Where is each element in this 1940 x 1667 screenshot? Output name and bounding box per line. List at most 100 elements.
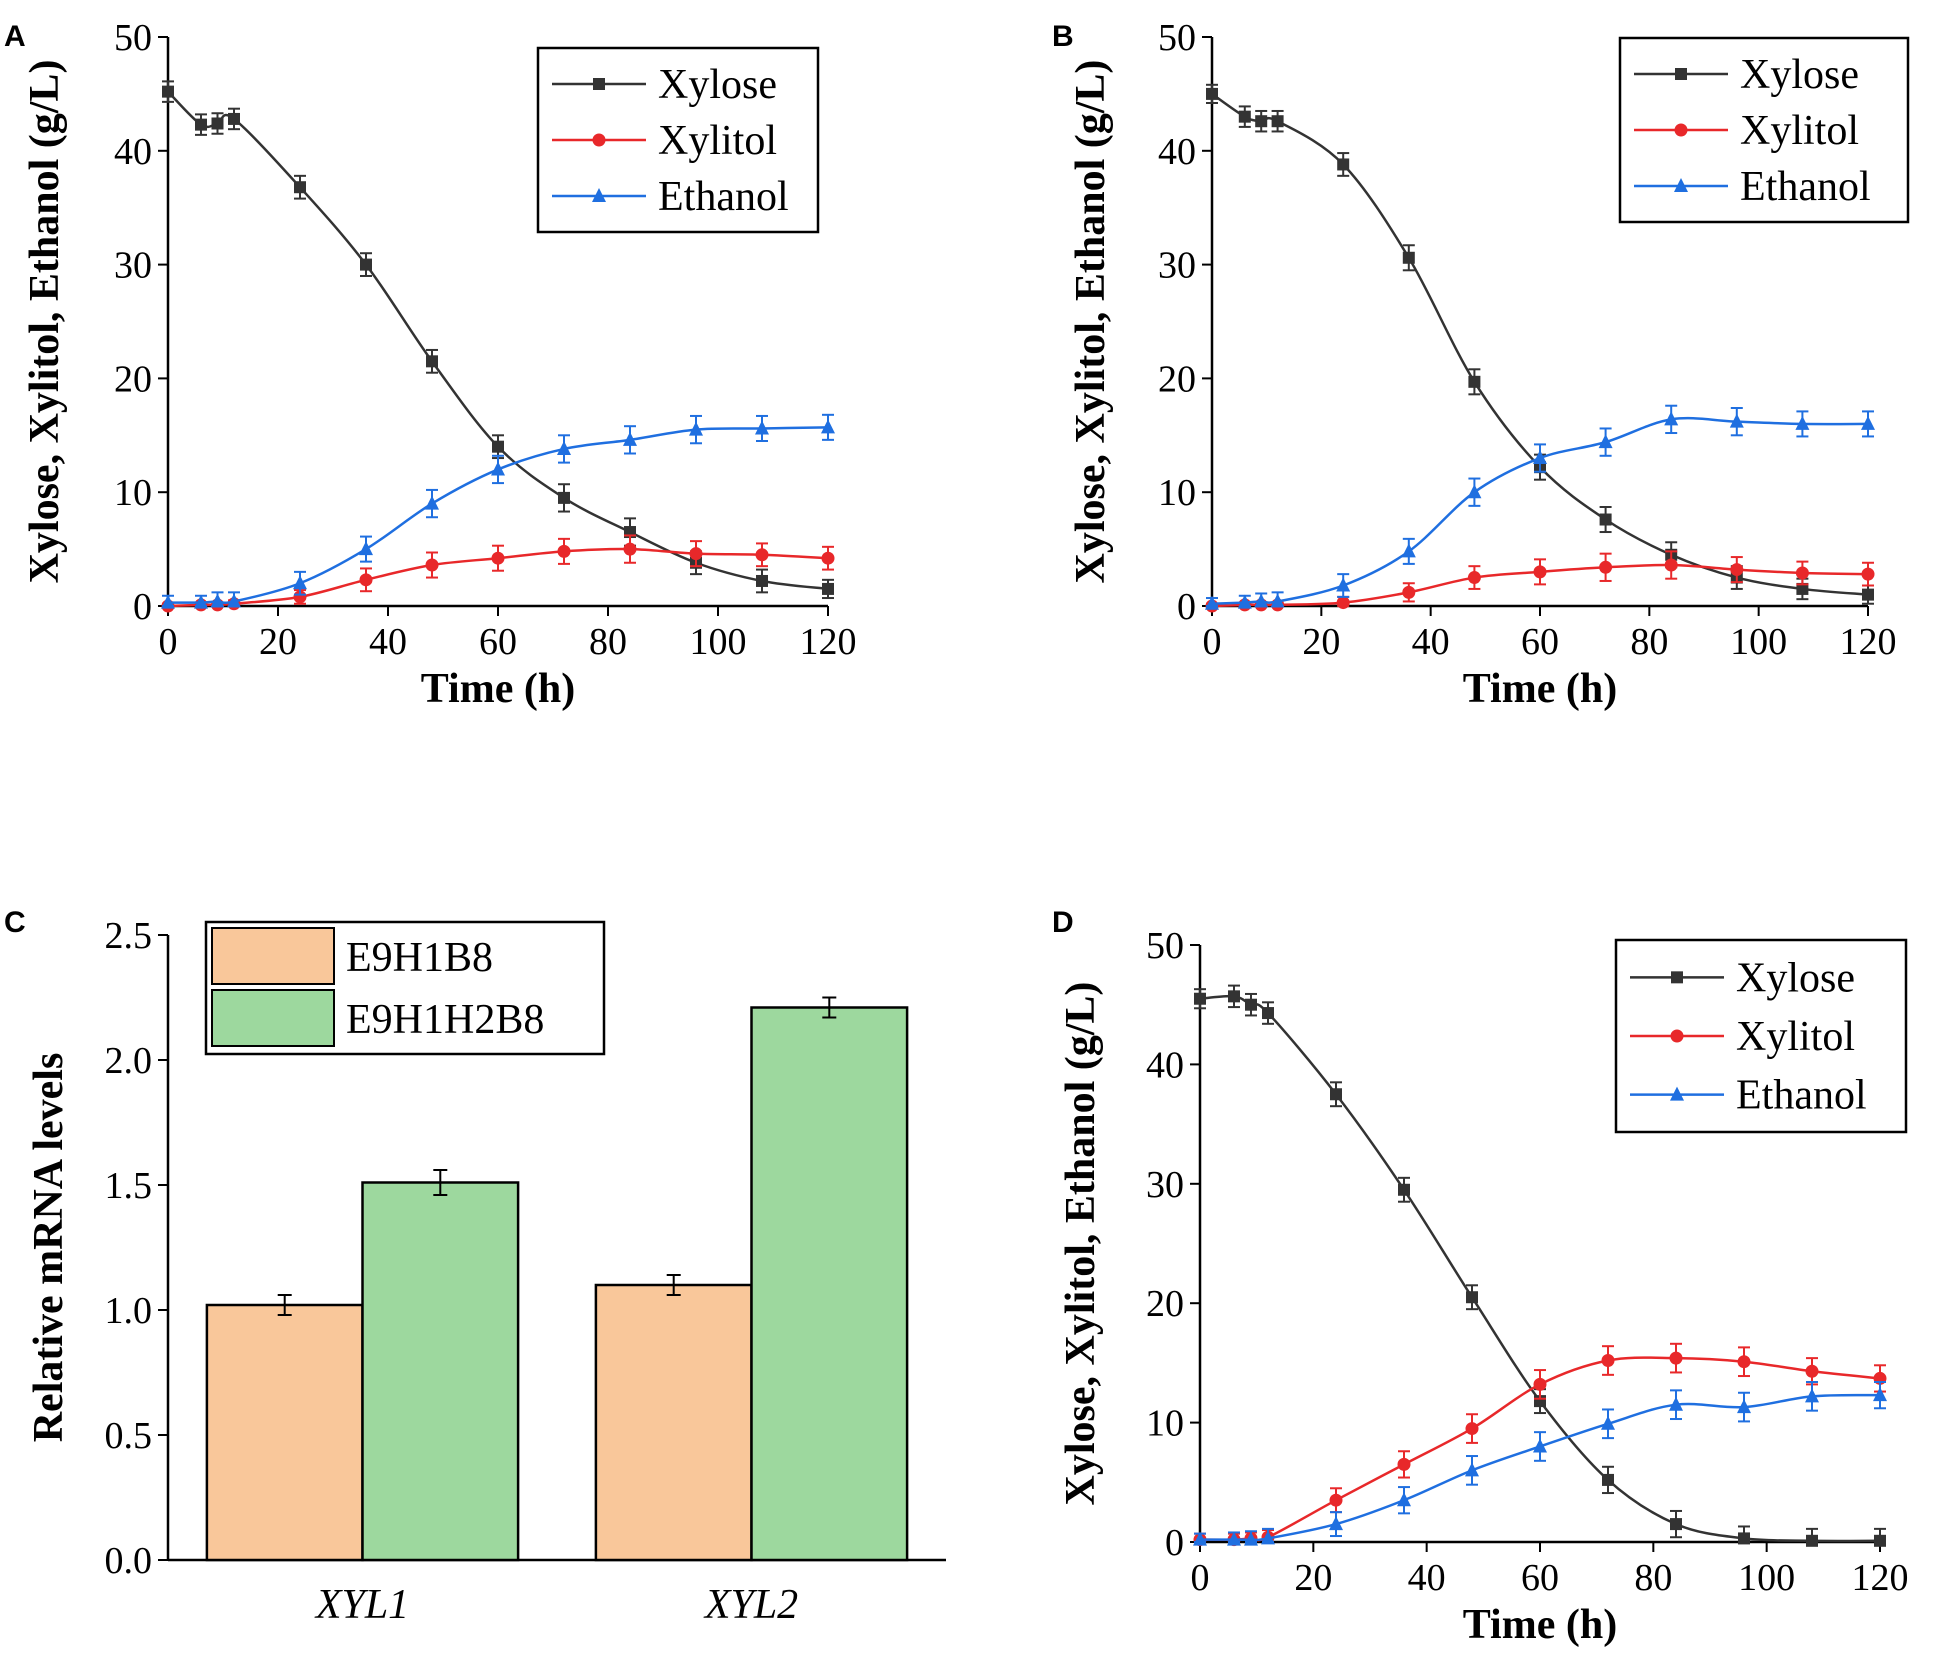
data-point-xylose [1271, 115, 1284, 128]
data-point-xylose [1599, 513, 1612, 526]
y-tick-label: 50 [1146, 925, 1184, 967]
data-point-ethanol [1873, 1387, 1887, 1402]
legend-box [536, 46, 820, 234]
data-point-xylitol [1533, 1377, 1547, 1391]
y-tick-label: 0 [1177, 586, 1196, 628]
y-tick-label: 0 [133, 586, 152, 628]
data-point-ethanol [1805, 1388, 1819, 1403]
x-tick-label: 80 [589, 621, 627, 663]
data-point-ethanol [425, 495, 439, 510]
data-point-ethanol [1401, 543, 1416, 558]
data-point-xylitol [425, 558, 439, 572]
data-point-xylose [1255, 115, 1268, 128]
legend-swatch-e9h1h2b8 [211, 989, 335, 1047]
y-tick-label: 40 [114, 131, 152, 173]
legend-label-ethanol: Ethanol [658, 174, 789, 220]
x-tick-label: 60 [479, 621, 517, 663]
data-point-ethanol [1397, 1492, 1411, 1507]
y-tick-label: 20 [114, 358, 152, 400]
legend-label-xylose: Xylose [1736, 955, 1855, 1001]
data-point-ethanol [1193, 1531, 1207, 1546]
data-point-xylitol [1533, 565, 1547, 579]
data-point-xylose [558, 491, 570, 504]
y-tick-label: 10 [1146, 1403, 1184, 1445]
y-tick-label: 0 [1165, 1522, 1184, 1564]
panel-d: D 0 10 20 30 40 50 0 20 40 60 80 100 120 Time (h) Xylo… [1052, 906, 1909, 1648]
data-point-xylitol [1795, 566, 1809, 580]
legend-marker-xylose [1675, 68, 1687, 80]
legend-marker-xylose [593, 78, 605, 90]
x-tick-label: 100 [1738, 1557, 1795, 1599]
data-point-xylitol [1669, 1351, 1683, 1365]
panel-b: B 0 10 20 30 40 50 0 20 40 60 80 100 120 Time (h) Xylo… [1052, 17, 1910, 712]
legend-label-xylitol: Xylitol [1740, 108, 1859, 154]
x-tick-label: 40 [1412, 621, 1450, 663]
data-point-ethanol [1601, 1415, 1615, 1430]
bar-e9h1b8-xyl2 [594, 1283, 753, 1562]
y-tick-label: 30 [114, 245, 152, 287]
data-point-ethanol [1227, 1531, 1241, 1546]
data-point-ethanol [1237, 594, 1252, 609]
panel-b-letter: B [1052, 20, 1074, 53]
legend: Xylose Xylitol Ethanol [1618, 36, 1910, 224]
legend-label-ethanol: Ethanol [1736, 1073, 1867, 1119]
y-tick-label: 40 [1158, 131, 1196, 173]
data-point-xylitol [1329, 1493, 1343, 1507]
data-point-xylose [360, 258, 372, 271]
x-tick-label: 80 [1634, 1557, 1672, 1599]
panel-c-plot: 0.0 0.5 1.0 1.5 2.0 2.5 Relative mRNA levels XY… [26, 915, 946, 1628]
y-tick-label: 0.0 [105, 1540, 153, 1582]
data-point-xylitol [1601, 1354, 1615, 1368]
data-point-xylitol [689, 547, 703, 561]
data-point-xylose [162, 85, 174, 98]
data-point-ethanol [210, 593, 225, 608]
data-point-xylose [1806, 1534, 1818, 1547]
y-tick-label: 30 [1146, 1164, 1184, 1206]
legend-label-ethanol: Ethanol [1740, 164, 1871, 210]
y-tick-label: 2.0 [105, 1040, 153, 1082]
data-point-ethanol [1270, 593, 1285, 608]
x-tick-label: 60 [1521, 621, 1559, 663]
data-point-xylose [1670, 1518, 1682, 1531]
x-tick-label: 20 [1294, 1557, 1332, 1599]
panel-c-letter: C [4, 906, 26, 939]
x-tick-label: 100 [1730, 621, 1787, 663]
data-point-xylitol [359, 573, 373, 587]
data-point-xylose [1402, 251, 1415, 264]
data-point-ethanol [1737, 1399, 1751, 1414]
bar-e9h1b8-xyl1 [205, 1303, 364, 1562]
data-point-ethanol [557, 440, 571, 455]
data-point-xylitol [1861, 567, 1875, 581]
data-point-xylitol [1805, 1364, 1819, 1378]
x-tick-label: 80 [1630, 621, 1668, 663]
data-point-xylose [1862, 588, 1874, 601]
legend-marker-ethanol [592, 188, 606, 202]
data-point-xylitol [1737, 1355, 1751, 1369]
y-tick-label: 50 [114, 17, 152, 59]
data-point-xylose [822, 582, 834, 595]
x-axis-title: Time (h) [1463, 666, 1617, 712]
data-point-xylose [1398, 1183, 1410, 1196]
data-point-xylitol [755, 548, 769, 562]
data-point-xylose [1468, 375, 1481, 388]
data-point-xylose [1337, 158, 1350, 171]
data-point-xylitol [1397, 1457, 1411, 1471]
legend-label-xylitol: Xylitol [658, 118, 777, 164]
category-label: XYL2 [703, 1582, 798, 1628]
data-point-ethanol [161, 594, 175, 609]
panel-a: A 0 10 20 30 40 50 0 20 40 60 80 100 120 Time (h) Xylo… [4, 17, 857, 712]
bar-e9h1h2b8-xyl1 [361, 1181, 520, 1562]
data-point-ethanol [1465, 1462, 1479, 1477]
legend-label-e9h1b8: E9H1B8 [346, 935, 493, 981]
legend-marker-xylitol [1670, 1029, 1684, 1043]
data-point-ethanol [1336, 577, 1351, 592]
panel-c: C 0.0 0.5 1.0 1.5 2.0 2.5 Relative mRNA levels… [4, 906, 946, 1628]
data-point-xylose [1874, 1534, 1886, 1547]
legend-label-e9h1h2b8: E9H1H2B8 [346, 997, 544, 1043]
y-tick-label: 2.5 [105, 915, 153, 957]
data-point-xylitol [623, 542, 637, 556]
data-point-ethanol [491, 461, 505, 476]
legend-label-xylose: Xylose [1740, 52, 1859, 98]
y-tick-label: 10 [1158, 472, 1196, 514]
y-tick-label: 1.0 [105, 1290, 153, 1332]
